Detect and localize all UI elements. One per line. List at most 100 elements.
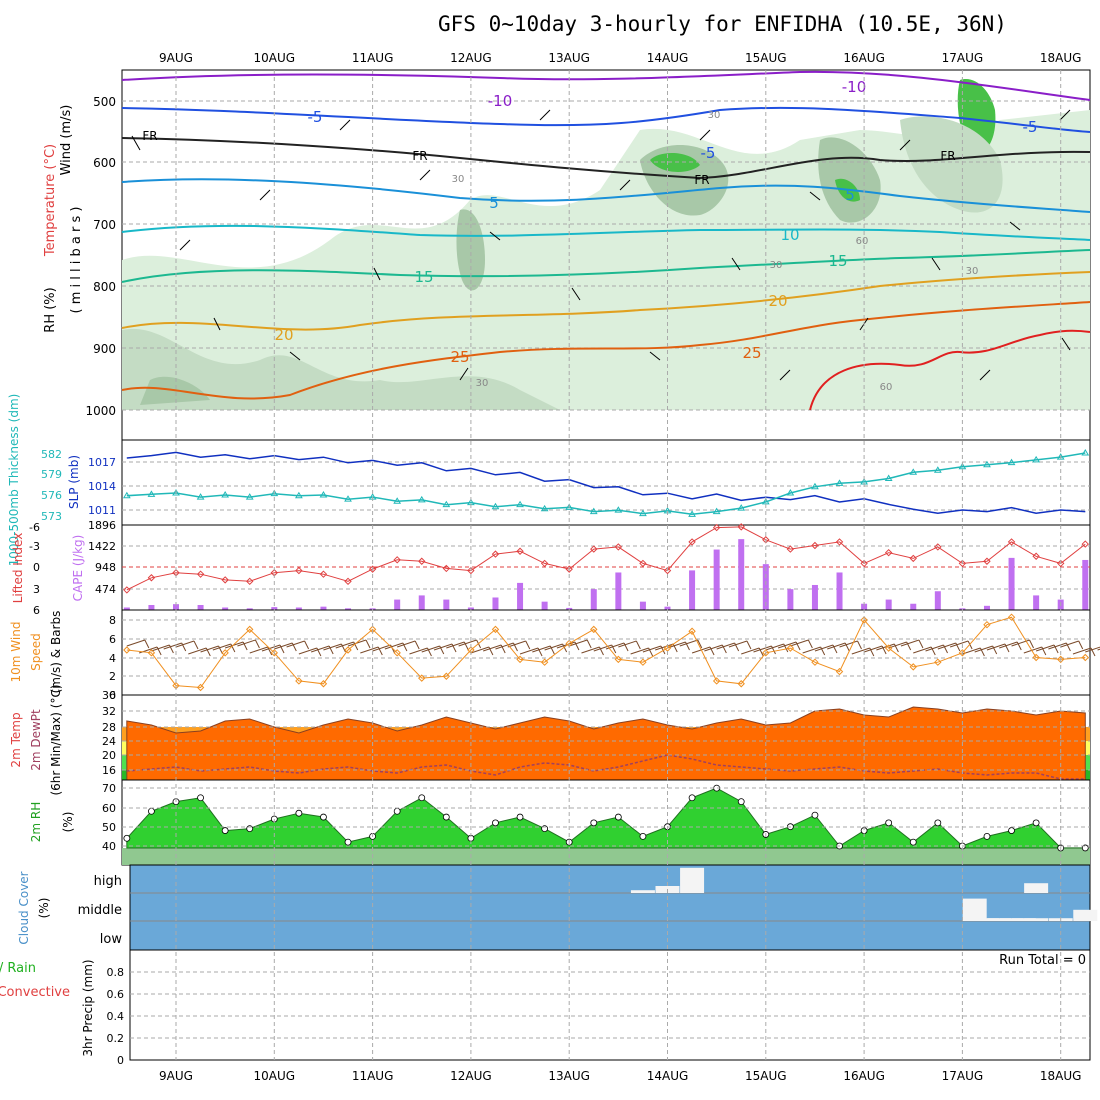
contour-label: FR bbox=[694, 173, 709, 187]
thickness-marker bbox=[540, 504, 549, 512]
cape-bar bbox=[443, 599, 450, 610]
wind-tick-8: 8 bbox=[109, 614, 116, 627]
wind-label-line3: (m/s) & Barbs bbox=[49, 611, 63, 694]
wind-speed-marker bbox=[147, 649, 156, 657]
thickness-marker bbox=[221, 491, 230, 498]
surface-wind-barb bbox=[397, 640, 420, 650]
cape-bar bbox=[123, 607, 130, 610]
contour-label: 30 bbox=[708, 110, 721, 121]
rh2m-label-line2: (%) bbox=[61, 812, 75, 833]
surface-wind-barb bbox=[741, 647, 764, 657]
cape-bar bbox=[983, 605, 990, 610]
top-date-label: 18AUG bbox=[1040, 51, 1082, 65]
rh2m-marker bbox=[148, 807, 155, 815]
cape-bar bbox=[1008, 557, 1015, 610]
precip-tick-0: 0 bbox=[117, 1054, 124, 1067]
lifted-index-marker bbox=[295, 566, 303, 575]
page-title: GFS 0~10day 3-hourly for ENFIDHA (10.5E,… bbox=[438, 12, 1007, 36]
slp-thickness-panel: 582 579 576 573 1017 1014 1011 1000-500m… bbox=[7, 394, 1091, 566]
contour-25 bbox=[121, 301, 1091, 400]
temp-tick-32: 32 bbox=[102, 705, 116, 718]
precip-tick-06: 0.6 bbox=[107, 988, 125, 1001]
surface-wind-barb bbox=[261, 644, 285, 654]
surface-wind-barb bbox=[704, 644, 727, 654]
surface-wind-barb bbox=[827, 642, 850, 652]
lifted-index-marker bbox=[958, 559, 967, 568]
contour-label: FR bbox=[142, 129, 157, 143]
wind-panel: 8 6 4 2 0 10m Wind Speed (m/s) & Barbs bbox=[9, 609, 1100, 702]
cloud-label-line2: (%) bbox=[37, 898, 51, 919]
thickness-marker bbox=[294, 491, 303, 499]
bottom-date-label: 14AUG bbox=[647, 1069, 689, 1083]
thickness-marker bbox=[245, 493, 254, 500]
surface-wind-barb bbox=[765, 643, 789, 653]
cloud-block-middle bbox=[962, 898, 987, 921]
cape-bar bbox=[861, 603, 868, 610]
lifted-index-marker bbox=[1056, 559, 1065, 568]
rh2m-marker bbox=[614, 813, 622, 821]
rh2m-markers bbox=[123, 784, 1089, 852]
rh2m-marker bbox=[934, 819, 942, 827]
wind-speed-marker bbox=[295, 677, 303, 685]
thickness-marker bbox=[589, 507, 598, 515]
thickness-marker bbox=[933, 466, 942, 473]
thickness-marker bbox=[122, 491, 131, 499]
cloud-cover-panel: high middle low Cloud Cover (%) bbox=[17, 864, 1098, 951]
contour-label: 60 bbox=[856, 236, 869, 247]
thickness-markers bbox=[122, 449, 1090, 517]
contour-minus10 bbox=[121, 70, 1091, 101]
cape-bar bbox=[492, 597, 499, 610]
top-date-label: 10AUG bbox=[254, 51, 296, 65]
lifted-index-marker bbox=[811, 541, 819, 550]
contour-20 bbox=[121, 271, 1091, 331]
surface-wind-barb bbox=[1072, 647, 1096, 657]
surface-wind-barb bbox=[421, 645, 445, 655]
surface-wind-barb bbox=[814, 644, 838, 654]
bottom-date-label: 9AUG bbox=[159, 1069, 193, 1083]
wind-speed-marker bbox=[491, 625, 500, 634]
lifted-index-marker bbox=[983, 557, 991, 565]
rh2m-marker bbox=[1008, 827, 1015, 834]
thickness-marker bbox=[491, 502, 500, 510]
lifted-index-marker bbox=[737, 523, 745, 531]
temperature-contours bbox=[121, 70, 1091, 411]
lifted-index-marker bbox=[1032, 552, 1040, 560]
cape-bar bbox=[787, 589, 794, 610]
thickness-marker bbox=[712, 507, 721, 515]
cape-axis-label: CAPE (J/kg) bbox=[71, 535, 85, 602]
wind-speed-markers bbox=[123, 613, 1089, 692]
wind-speed-marker bbox=[418, 674, 426, 682]
contour-label: -5 bbox=[701, 144, 716, 162]
contour-15 bbox=[121, 249, 1091, 283]
rh2m-marker bbox=[320, 813, 327, 821]
temp-label-line3: (6hr Min/Max) (°C) bbox=[49, 684, 63, 795]
wind-speed-line bbox=[126, 616, 1086, 689]
cape-tick-1422: 1422 bbox=[88, 540, 116, 553]
day-gridlines bbox=[175, 70, 1062, 1060]
surface-wind-barb bbox=[470, 646, 494, 656]
contour-label: 5 bbox=[489, 194, 499, 212]
contour-freezing bbox=[121, 137, 1091, 180]
surface-wind-barb bbox=[323, 643, 346, 653]
thickness-marker bbox=[393, 497, 402, 504]
top-date-label: 14AUG bbox=[647, 51, 689, 65]
rh2m-marker bbox=[639, 832, 647, 840]
cape-bar bbox=[836, 572, 843, 610]
cape-bar bbox=[1033, 595, 1040, 610]
wind-speed-marker bbox=[1081, 653, 1089, 662]
precip-label-total: Total / Rain bbox=[0, 961, 36, 976]
top-date-label: 11AUG bbox=[352, 51, 394, 65]
rh2m-marker bbox=[737, 798, 745, 806]
surface-wind-barb bbox=[126, 639, 150, 649]
bottom-date-label: 15AUG bbox=[745, 1069, 787, 1083]
thickness-marker bbox=[147, 490, 156, 497]
cloud-level-middle: middle bbox=[78, 903, 122, 918]
thickness-marker bbox=[639, 509, 647, 517]
bottom-date-label: 13AUG bbox=[548, 1069, 590, 1083]
surface-wind-barb bbox=[532, 645, 555, 655]
lifted-index-marker bbox=[909, 554, 917, 563]
surface-wind-barb bbox=[888, 641, 912, 651]
cape-bar bbox=[148, 604, 155, 610]
thickness-marker bbox=[958, 462, 967, 470]
surface-wind-barb bbox=[212, 643, 236, 653]
